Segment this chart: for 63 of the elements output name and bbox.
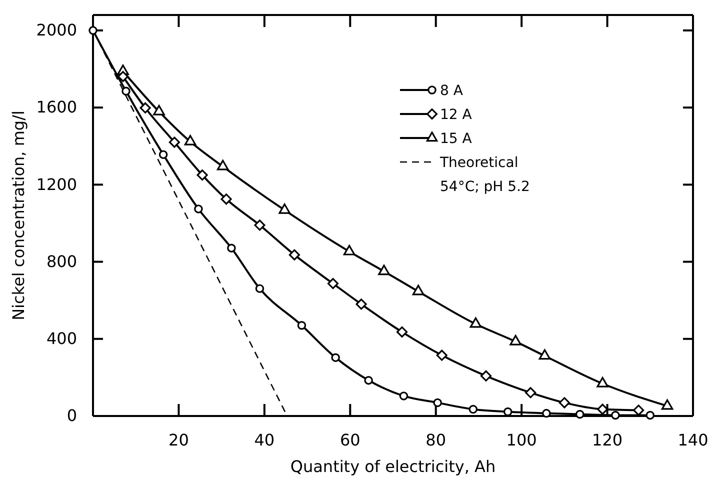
point: [255, 284, 264, 293]
point: [646, 410, 655, 420]
y-tick-label: 400: [46, 329, 77, 348]
point: [278, 203, 290, 214]
point: [525, 387, 536, 398]
legend-label: 12 A: [440, 107, 472, 123]
y-tick-label: 2000: [36, 20, 77, 40]
point: [88, 26, 98, 35]
x-tick-label: 60: [340, 430, 360, 450]
point: [194, 204, 203, 214]
point: [216, 160, 229, 170]
legend-label: Theoretical: [439, 155, 518, 171]
point: [538, 349, 551, 360]
point: [288, 249, 300, 260]
point: [633, 404, 644, 416]
x-tick-label: 100: [506, 430, 537, 450]
point: [117, 70, 129, 82]
legend-label: 8 A: [440, 83, 464, 99]
point: [596, 376, 608, 388]
point: [396, 326, 408, 338]
point: [327, 278, 339, 290]
point: [158, 150, 168, 159]
point: [220, 194, 232, 205]
point: [331, 353, 340, 362]
point: [468, 404, 478, 414]
x-tick-label: 40: [254, 430, 275, 450]
point: [297, 321, 306, 330]
point: [611, 410, 620, 420]
point: [480, 370, 492, 382]
point: [122, 86, 130, 96]
point: [227, 244, 236, 252]
legend-label: 15 A: [440, 131, 472, 147]
y-tick-label: 0: [66, 406, 77, 426]
point: [254, 220, 266, 231]
point: [433, 398, 442, 408]
point: [412, 284, 424, 296]
point: [343, 244, 356, 256]
y-tick-label: 1200: [36, 174, 77, 194]
point: [575, 410, 584, 419]
point: [470, 317, 482, 328]
point: [378, 264, 390, 276]
y-axis-title: Nickel concentration, mg/l: [9, 110, 28, 320]
x-tick-label: 80: [426, 430, 446, 450]
point: [140, 102, 151, 114]
x-tick-label: 140: [678, 430, 708, 450]
point: [542, 408, 551, 418]
y-tick-label: 800: [46, 252, 77, 271]
point: [196, 169, 208, 181]
point: [184, 134, 196, 146]
annotation: 54°C; pH 5.2: [440, 179, 530, 195]
x-tick-label: 120: [592, 430, 623, 450]
point: [153, 104, 165, 116]
point: [168, 136, 180, 148]
x-tick-label: 20: [168, 430, 189, 450]
point: [558, 397, 570, 408]
point: [436, 350, 448, 361]
y-tick-label: 1600: [36, 98, 77, 117]
point: [510, 334, 522, 346]
point: [399, 392, 408, 400]
point: [356, 298, 367, 310]
point: [364, 376, 373, 385]
point: [661, 399, 674, 410]
x-axis-title: Quantity of electricity, Ah: [290, 457, 496, 476]
